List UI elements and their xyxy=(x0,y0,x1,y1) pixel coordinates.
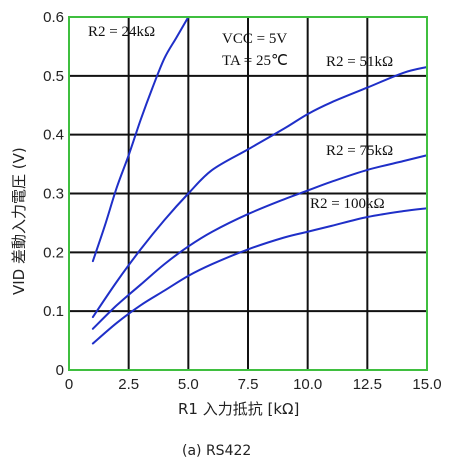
y-tick-label-1: 0.1 xyxy=(43,303,64,320)
x-tick-label-1: 2.5 xyxy=(118,376,139,393)
series-label-24k: R2 = 24kΩ xyxy=(88,24,155,40)
series-line-1 xyxy=(91,66,428,319)
curve-layer xyxy=(91,16,428,345)
x-tick-label-2: 5.0 xyxy=(178,376,199,393)
x-axis-title: R1 入力抵抗 [kΩ] xyxy=(178,400,299,418)
series-label-51k: R2 = 51kΩ xyxy=(326,54,393,70)
y-tick-label-4: 0.4 xyxy=(43,127,64,144)
series-line-3 xyxy=(91,207,428,345)
condition-ta: TA = 25℃ xyxy=(222,53,288,69)
y-axis-title: VID 差動入力電圧 (V) xyxy=(10,147,28,295)
svg-text:VCC = 5V: VCC = 5V xyxy=(222,31,287,47)
series-line-0 xyxy=(91,16,190,263)
condition-vcc-value: 5V xyxy=(269,31,288,47)
x-tick-label-3: 7.5 xyxy=(238,376,259,393)
condition-ta-name: TA xyxy=(222,53,241,69)
y-tick-label-6: 0.6 xyxy=(43,9,64,26)
grid-layer xyxy=(69,17,427,370)
y-tick-label-3: 0.3 xyxy=(43,186,64,203)
figure-caption: (a) RS422 xyxy=(182,443,251,459)
series-line-2 xyxy=(91,154,428,330)
tick-layer: 0 2.5 5.0 7.5 10.0 12.5 15.0 0 0.1 0.2 0.3 0.4 0.5 0.… xyxy=(43,9,441,393)
x-tick-label-4: 10.0 xyxy=(293,376,322,393)
y-tick-label-5: 0.5 xyxy=(43,68,64,85)
condition-ta-value: 25℃ xyxy=(256,53,288,69)
svg-text:TA = 25℃: TA = 25℃ xyxy=(222,53,288,69)
x-tick-label-5: 12.5 xyxy=(353,376,382,393)
x-tick-label-0: 0 xyxy=(65,376,73,393)
x-tick-label-6: 15.0 xyxy=(412,376,441,393)
series-label-75k: R2 = 75kΩ xyxy=(326,143,393,159)
condition-vcc: VCC = 5V xyxy=(222,31,287,47)
plot-frame xyxy=(68,16,428,371)
y-tick-label-0: 0 xyxy=(56,362,64,379)
series-label-100k: R2 = 100kΩ xyxy=(310,196,385,212)
condition-vcc-name: VCC xyxy=(222,31,253,47)
y-tick-label-2: 0.2 xyxy=(43,244,64,261)
